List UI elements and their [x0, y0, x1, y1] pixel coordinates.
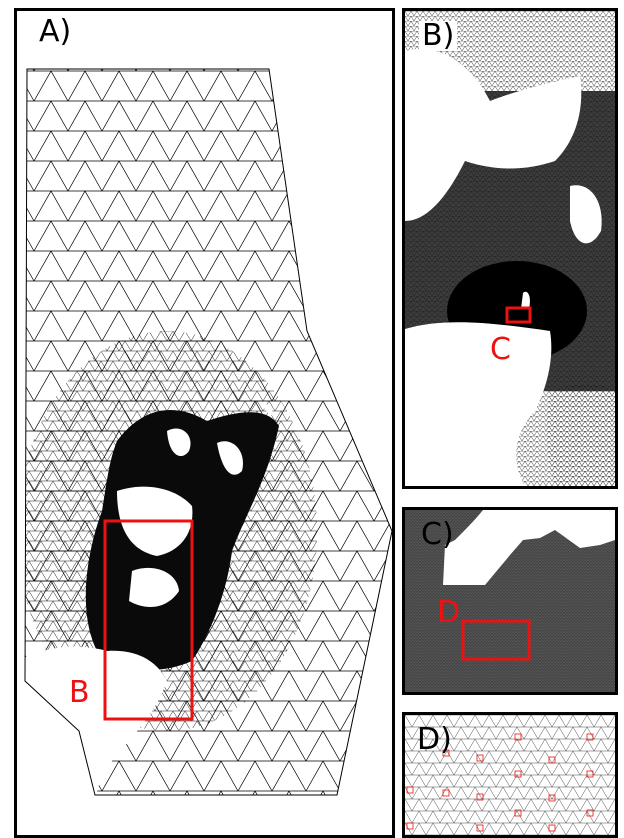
inset-b-box: [103, 519, 194, 721]
marked-cells: [406, 733, 594, 832]
inset-d-box: [461, 619, 531, 661]
land-c: [405, 510, 615, 585]
panel-b-label: B): [419, 21, 458, 51]
land-south: [405, 322, 552, 486]
inset-c-marker-label: C: [490, 332, 511, 367]
land-north: [405, 49, 582, 221]
zoom-c-svg: [405, 510, 615, 692]
inset-c-box: [505, 306, 532, 324]
panel-c-label: C): [421, 517, 454, 552]
panel-d-zoom-mesh: D): [402, 712, 618, 838]
zoom-d-svg: [405, 715, 615, 835]
domain-mesh-svg: [24, 68, 392, 796]
panel-d-label: D): [417, 722, 452, 757]
inset-d-marker-label: D: [437, 595, 461, 630]
panel-c-zoom-mesh: C) D: [402, 507, 618, 695]
zoom-b-svg: [405, 11, 615, 486]
panel-a-label: A): [39, 14, 72, 49]
panel-b-zoom-mesh: B) C: [402, 8, 618, 489]
panel-a-full-domain-mesh: A) B: [14, 8, 395, 838]
inset-b-marker-label: B: [69, 675, 90, 710]
